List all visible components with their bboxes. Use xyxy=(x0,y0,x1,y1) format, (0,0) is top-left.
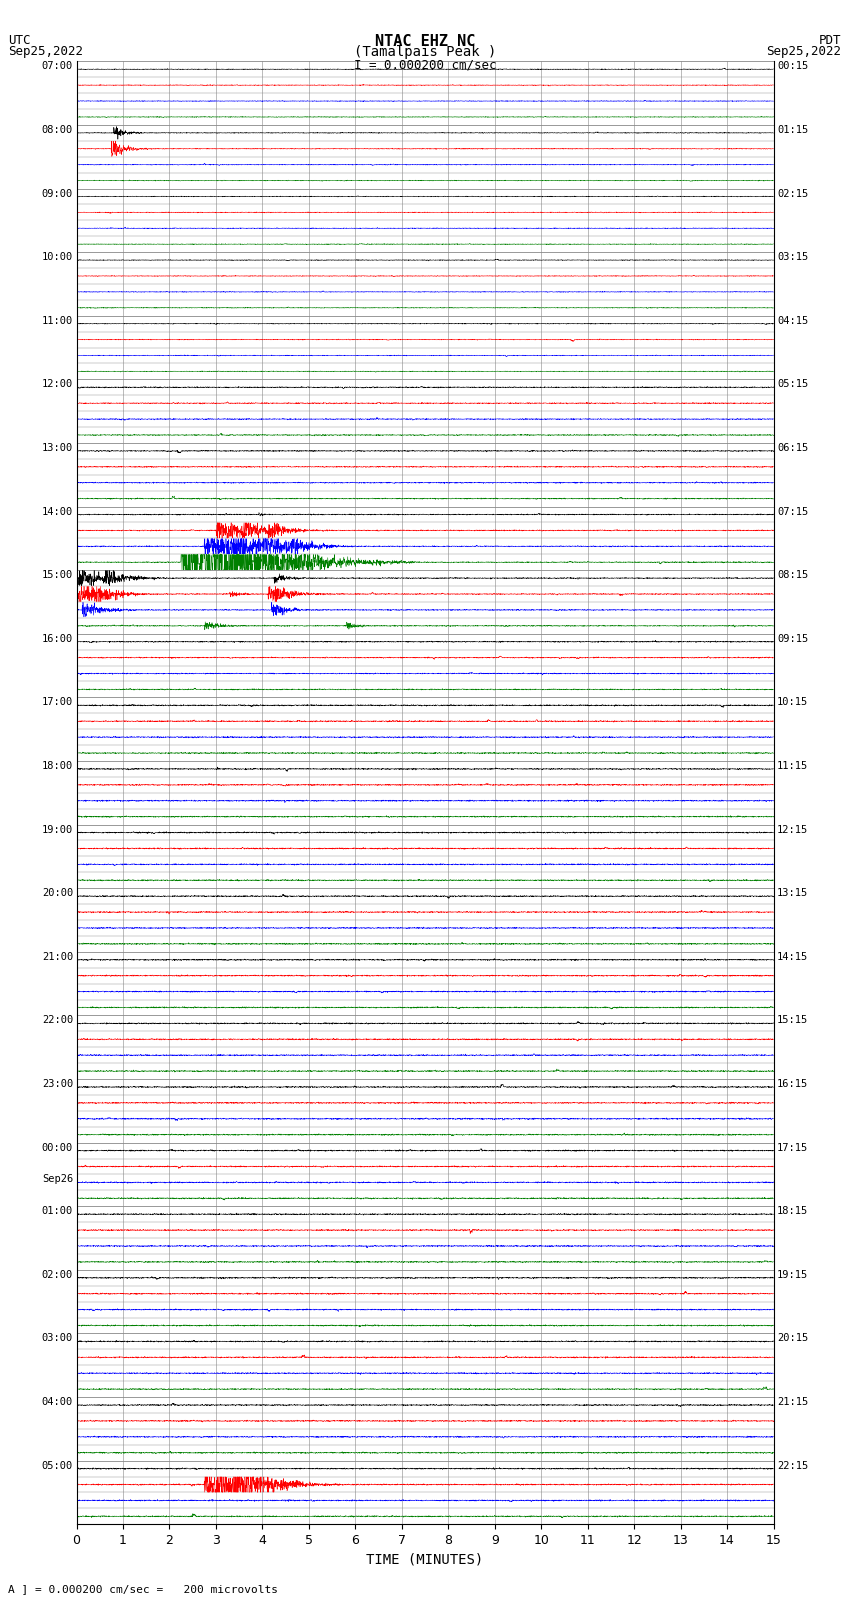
Text: 08:15: 08:15 xyxy=(777,569,808,581)
Text: 22:00: 22:00 xyxy=(42,1016,73,1026)
Text: 18:15: 18:15 xyxy=(777,1207,808,1216)
Text: 20:00: 20:00 xyxy=(42,889,73,898)
Text: 15:00: 15:00 xyxy=(42,569,73,581)
Text: 01:15: 01:15 xyxy=(777,124,808,135)
Text: 16:00: 16:00 xyxy=(42,634,73,644)
Text: 19:15: 19:15 xyxy=(777,1269,808,1279)
Text: 21:15: 21:15 xyxy=(777,1397,808,1407)
Text: 09:15: 09:15 xyxy=(777,634,808,644)
Text: 21:00: 21:00 xyxy=(42,952,73,961)
Text: 12:00: 12:00 xyxy=(42,379,73,389)
Text: UTC: UTC xyxy=(8,34,31,47)
Text: 16:15: 16:15 xyxy=(777,1079,808,1089)
Text: (Tamalpais Peak ): (Tamalpais Peak ) xyxy=(354,45,496,60)
Text: 18:00: 18:00 xyxy=(42,761,73,771)
Text: 11:00: 11:00 xyxy=(42,316,73,326)
Text: 07:15: 07:15 xyxy=(777,506,808,516)
Text: 04:15: 04:15 xyxy=(777,316,808,326)
Text: 17:00: 17:00 xyxy=(42,697,73,708)
Text: 03:15: 03:15 xyxy=(777,252,808,263)
Text: PDT: PDT xyxy=(819,34,842,47)
Text: 07:00: 07:00 xyxy=(42,61,73,71)
Text: 00:00: 00:00 xyxy=(42,1142,73,1153)
Text: 08:00: 08:00 xyxy=(42,124,73,135)
Text: 01:00: 01:00 xyxy=(42,1207,73,1216)
Text: 15:15: 15:15 xyxy=(777,1016,808,1026)
Text: NTAC EHZ NC: NTAC EHZ NC xyxy=(375,34,475,48)
Text: 06:15: 06:15 xyxy=(777,444,808,453)
Text: 20:15: 20:15 xyxy=(777,1334,808,1344)
Text: Sep25,2022: Sep25,2022 xyxy=(8,45,83,58)
Text: 09:00: 09:00 xyxy=(42,189,73,198)
Text: I = 0.000200 cm/sec: I = 0.000200 cm/sec xyxy=(354,58,496,71)
Text: 12:15: 12:15 xyxy=(777,824,808,834)
Text: A ] = 0.000200 cm/sec =   200 microvolts: A ] = 0.000200 cm/sec = 200 microvolts xyxy=(8,1584,279,1594)
Text: 17:15: 17:15 xyxy=(777,1142,808,1153)
Text: 05:15: 05:15 xyxy=(777,379,808,389)
Text: 05:00: 05:00 xyxy=(42,1461,73,1471)
Text: 14:15: 14:15 xyxy=(777,952,808,961)
Text: 03:00: 03:00 xyxy=(42,1334,73,1344)
Text: 10:15: 10:15 xyxy=(777,697,808,708)
Text: 19:00: 19:00 xyxy=(42,824,73,834)
Text: Sep26: Sep26 xyxy=(42,1174,73,1184)
Text: 13:15: 13:15 xyxy=(777,889,808,898)
X-axis label: TIME (MINUTES): TIME (MINUTES) xyxy=(366,1553,484,1566)
Text: 22:15: 22:15 xyxy=(777,1461,808,1471)
Text: 02:15: 02:15 xyxy=(777,189,808,198)
Text: 04:00: 04:00 xyxy=(42,1397,73,1407)
Text: 13:00: 13:00 xyxy=(42,444,73,453)
Text: 11:15: 11:15 xyxy=(777,761,808,771)
Text: 23:00: 23:00 xyxy=(42,1079,73,1089)
Text: 00:15: 00:15 xyxy=(777,61,808,71)
Text: 14:00: 14:00 xyxy=(42,506,73,516)
Text: 02:00: 02:00 xyxy=(42,1269,73,1279)
Text: Sep25,2022: Sep25,2022 xyxy=(767,45,842,58)
Text: 10:00: 10:00 xyxy=(42,252,73,263)
